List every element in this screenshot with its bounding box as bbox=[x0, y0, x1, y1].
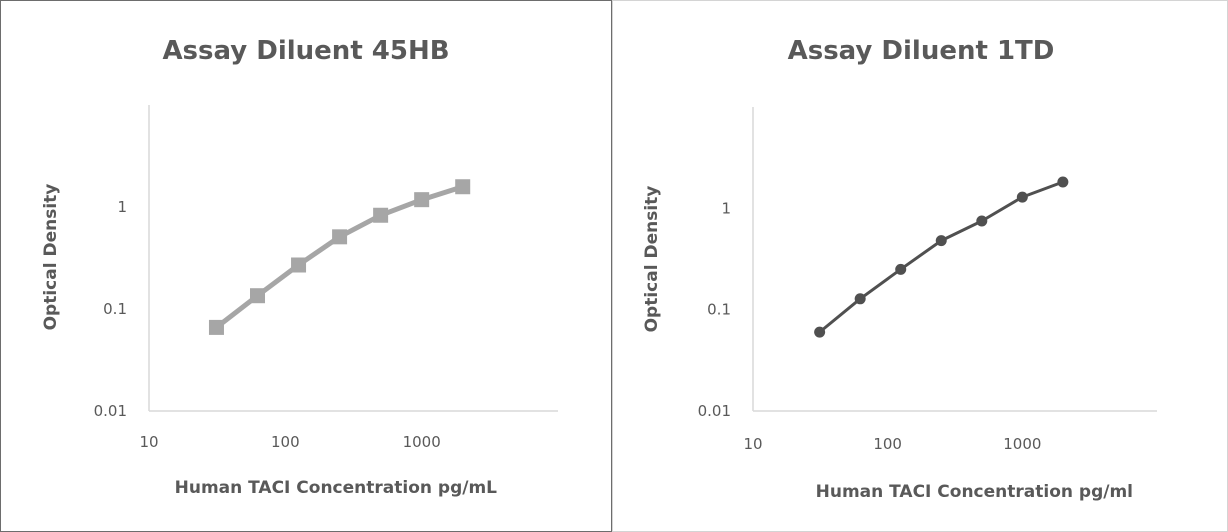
y-axis-title: Optical Density bbox=[41, 184, 61, 331]
chart-1td: Assay Diluent 1TD Human TACI Concentrati… bbox=[642, 36, 1157, 502]
data-point bbox=[976, 215, 988, 227]
chart-panel-45hb: Assay Diluent 45HB Human TACI Concentrat… bbox=[0, 0, 612, 532]
y-tick-label: 0.1 bbox=[103, 300, 127, 318]
y-tick-label: 0.1 bbox=[707, 301, 731, 319]
chart-panel-1td: Assay Diluent 1TD Human TACI Concentrati… bbox=[612, 0, 1228, 532]
data-point bbox=[332, 229, 348, 245]
data-point bbox=[1016, 191, 1028, 203]
data-point bbox=[895, 263, 907, 275]
y-tick-label: 0.01 bbox=[94, 402, 127, 420]
data-point bbox=[373, 207, 389, 223]
data-point bbox=[208, 319, 224, 335]
series-line bbox=[818, 180, 1064, 334]
y-tick-label: 1 bbox=[117, 198, 127, 216]
data-point bbox=[854, 293, 866, 305]
x-tick-label: 10 bbox=[139, 433, 158, 451]
data-point bbox=[935, 235, 947, 247]
x-tick-label: 100 bbox=[873, 435, 902, 453]
y-tick-label: 1 bbox=[721, 199, 731, 217]
data-point bbox=[291, 257, 307, 273]
x-tick-label: 100 bbox=[271, 433, 300, 451]
chart-45hb: Assay Diluent 45HB Human TACI Concentrat… bbox=[41, 36, 558, 498]
x-axis-title: Human TACI Concentration pg/ml bbox=[816, 482, 1133, 502]
y-tick-label: 0.01 bbox=[698, 402, 731, 420]
data-point bbox=[455, 179, 471, 195]
y-axis-title: Optical Density bbox=[642, 186, 662, 333]
plot-area: 10 100 1000 0.01 0.1 1 bbox=[698, 107, 1157, 453]
data-point bbox=[414, 192, 430, 208]
x-axis-title: Human TACI Concentration pg/mL bbox=[175, 478, 498, 498]
chart-title: Assay Diluent 45HB bbox=[162, 36, 449, 66]
plot-area: 10 100 1000 0.01 0.1 1 bbox=[94, 105, 558, 451]
x-tick-label: 1000 bbox=[1003, 435, 1041, 453]
series-line bbox=[214, 184, 464, 330]
x-tick-label: 1000 bbox=[403, 433, 441, 451]
chart-title: Assay Diluent 1TD bbox=[788, 36, 1055, 66]
x-tick-label: 10 bbox=[743, 435, 762, 453]
data-point bbox=[250, 288, 266, 304]
data-point bbox=[814, 326, 826, 338]
data-point bbox=[1057, 176, 1069, 188]
